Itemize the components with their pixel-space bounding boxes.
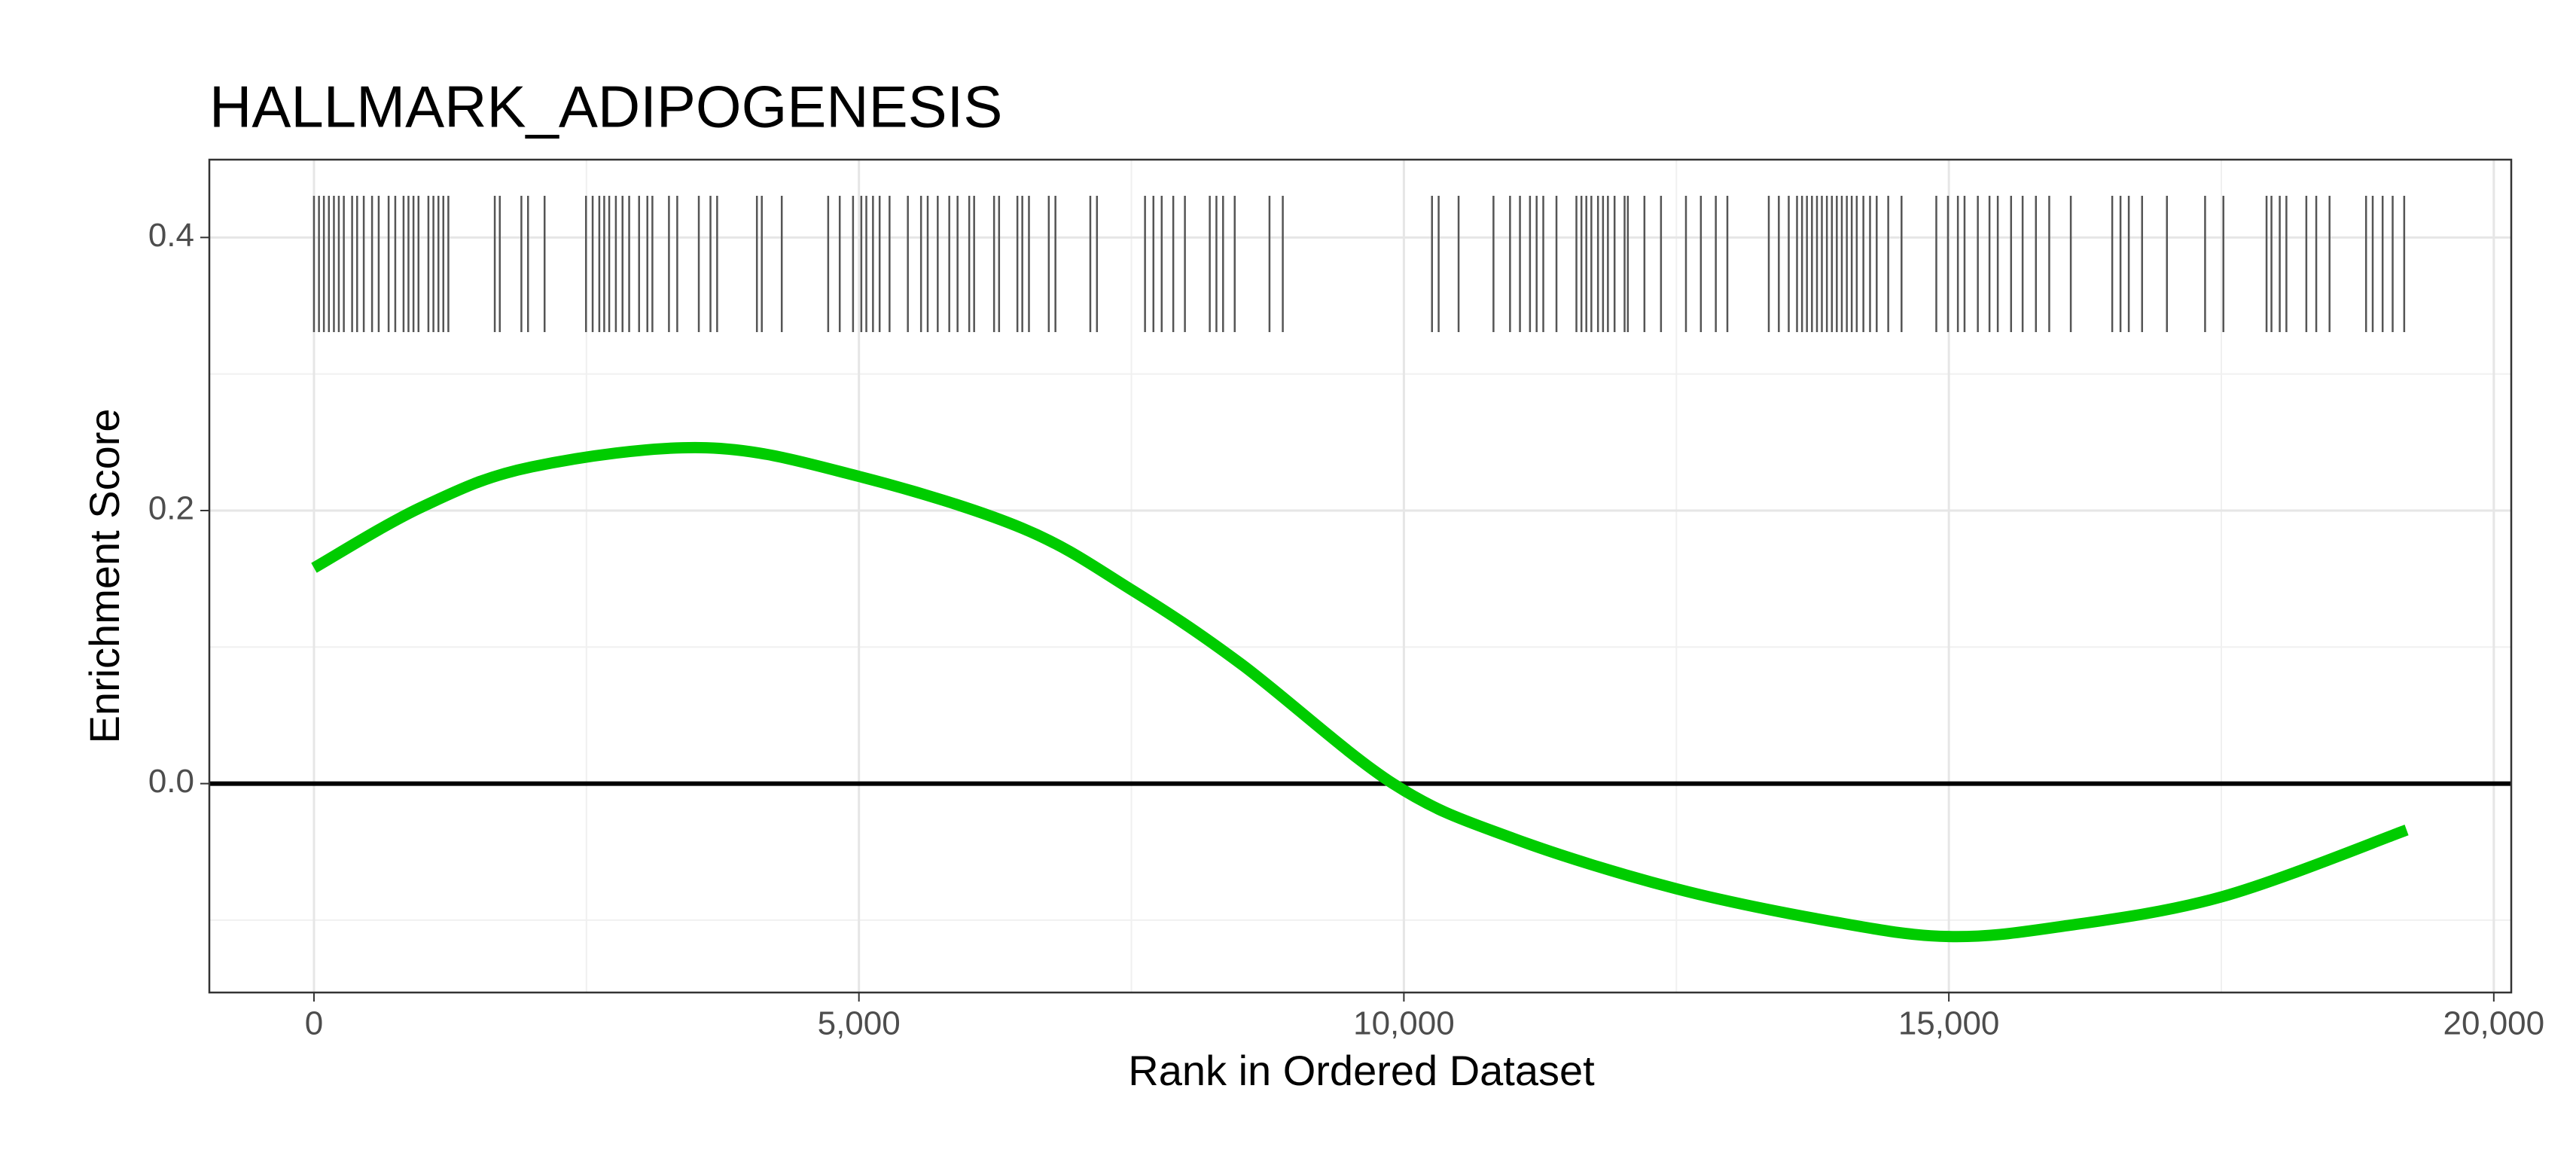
x-tick-label: 10,000 bbox=[1353, 1005, 1455, 1042]
x-tick-label: 0 bbox=[305, 1005, 323, 1042]
x-axis-title: Rank in Ordered Dataset bbox=[1128, 1047, 1595, 1094]
x-tick-label: 20,000 bbox=[2443, 1005, 2545, 1042]
y-tick-label: 0.2 bbox=[148, 490, 194, 527]
plot-border bbox=[208, 158, 2513, 994]
y-axis-title: Enrichment Score bbox=[81, 408, 128, 743]
y-tick-label: 0.0 bbox=[148, 763, 194, 800]
y-tick-label: 0.4 bbox=[148, 217, 194, 254]
chart-title: HALLMARK_ADIPOGENESIS bbox=[209, 74, 1002, 140]
enrichment-line bbox=[311, 441, 2409, 943]
x-tick-label: 15,000 bbox=[1898, 1005, 2000, 1042]
x-tick-label: 5,000 bbox=[818, 1005, 901, 1042]
